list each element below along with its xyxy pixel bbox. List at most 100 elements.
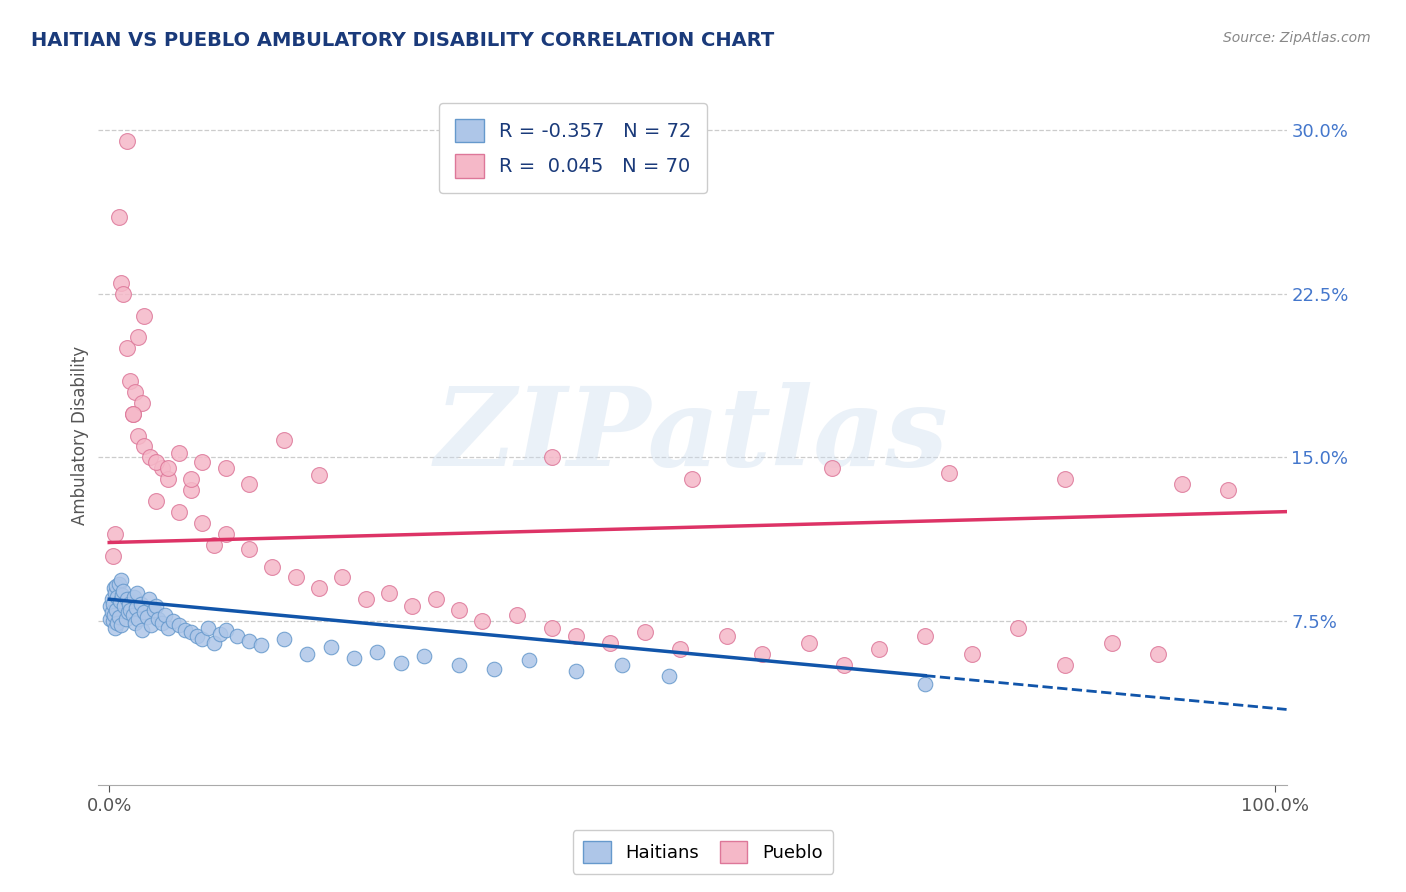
Point (938, 466, 960, 480)
Point (118, 597, 141, 611)
Point (101, 614, 124, 628)
Point (1054, 657, 1077, 672)
Point (1101, 636, 1123, 650)
Point (100, 605, 122, 619)
Point (110, 618, 132, 632)
Point (174, 623, 197, 637)
Point (100, 599, 122, 613)
Point (156, 621, 179, 635)
Point (191, 516, 214, 530)
Point (343, 651, 366, 665)
Point (120, 603, 142, 617)
Point (297, 647, 319, 661)
Point (115, 592, 138, 607)
Point (103, 582, 125, 596)
Point (115, 134, 138, 148)
Point (425, 592, 447, 607)
Text: HAITIAN VS PUEBLO AMBULATORY DISABILITY CORRELATION CHART: HAITIAN VS PUEBLO AMBULATORY DISABILITY … (31, 31, 775, 50)
Point (284, 570, 307, 584)
Point (215, 623, 238, 637)
Point (107, 211, 129, 225)
Point (105, 616, 128, 631)
Point (354, 592, 377, 607)
Text: Source: ZipAtlas.com: Source: ZipAtlas.com (1223, 31, 1371, 45)
Point (564, 629, 586, 643)
Point (389, 656, 412, 670)
Point (319, 640, 342, 655)
Point (273, 632, 295, 646)
Point (114, 612, 136, 626)
Point (202, 636, 225, 650)
Point (153, 607, 176, 622)
Point (104, 526, 127, 541)
Point (1218, 483, 1240, 497)
Point (308, 467, 330, 482)
Point (100, 592, 122, 607)
Point (541, 621, 564, 635)
Point (108, 594, 131, 608)
Point (107, 609, 129, 624)
Point (145, 494, 167, 508)
Point (262, 559, 284, 574)
Point (150, 461, 173, 475)
Point (541, 450, 564, 465)
Point (139, 450, 162, 465)
Point (238, 633, 260, 648)
Point (124, 616, 146, 631)
Point (125, 601, 148, 615)
Point (167, 505, 190, 519)
Point (145, 599, 167, 613)
Point (105, 603, 128, 617)
Point (447, 657, 470, 672)
Point (821, 461, 844, 475)
Point (202, 538, 225, 552)
Point (1007, 621, 1029, 635)
Point (1054, 472, 1077, 486)
Point (131, 623, 153, 637)
Point (107, 577, 129, 591)
Point (716, 629, 738, 643)
Point (121, 607, 143, 622)
Point (127, 585, 149, 599)
Point (115, 341, 138, 355)
Point (669, 642, 692, 657)
Point (1147, 647, 1170, 661)
Point (105, 579, 128, 593)
Point (145, 455, 167, 469)
Point (134, 440, 156, 454)
Point (658, 668, 681, 682)
Point (111, 588, 134, 602)
Point (634, 624, 657, 639)
Point (101, 597, 124, 611)
Point (103, 607, 125, 622)
Point (110, 573, 132, 587)
Point (482, 662, 505, 676)
Point (121, 407, 143, 421)
Point (797, 636, 820, 650)
Point (112, 286, 135, 301)
Point (180, 483, 202, 497)
Point (186, 629, 208, 643)
Point (104, 585, 127, 599)
Point (914, 629, 936, 643)
Point (110, 276, 132, 290)
Point (134, 309, 156, 323)
Point (162, 614, 184, 628)
Point (105, 590, 128, 604)
Point (180, 472, 202, 486)
Point (100, 612, 122, 626)
Point (121, 407, 143, 421)
Point (366, 645, 388, 659)
Point (249, 638, 271, 652)
Point (180, 624, 202, 639)
Point (332, 570, 354, 584)
Legend: R = -0.357   N = 72, R =  0.045   N = 70: R = -0.357 N = 72, R = 0.045 N = 70 (439, 103, 707, 194)
Point (238, 476, 260, 491)
Point (471, 614, 494, 628)
Point (124, 384, 146, 399)
Point (127, 612, 149, 626)
Point (681, 472, 703, 486)
Point (191, 632, 214, 646)
Point (1170, 476, 1192, 491)
Point (191, 455, 214, 469)
